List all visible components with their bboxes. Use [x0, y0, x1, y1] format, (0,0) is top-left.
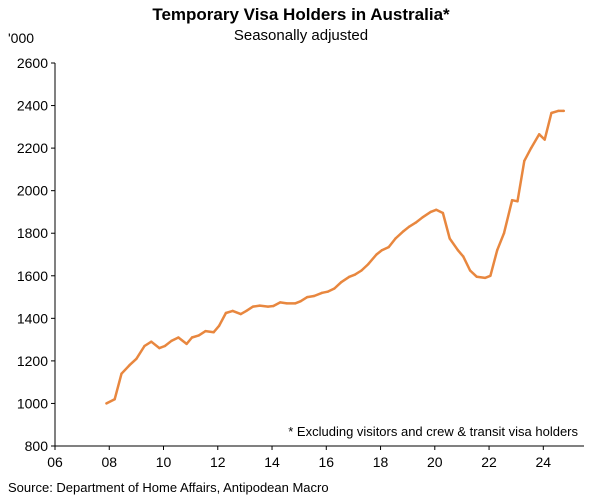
data-point — [272, 304, 275, 308]
data-point — [231, 309, 234, 313]
data-point — [143, 344, 146, 348]
data-point — [212, 331, 215, 334]
data-point — [421, 216, 424, 219]
data-point — [120, 372, 123, 375]
data-point — [170, 339, 173, 342]
x-tick-label: 08 — [101, 454, 117, 470]
y-tick-label: 2200 — [17, 140, 48, 156]
data-point — [321, 291, 324, 294]
data-point — [448, 237, 451, 240]
data-point — [529, 146, 533, 150]
y-tick-label: 1800 — [17, 225, 48, 241]
y-axis-unit: '000 — [8, 30, 35, 46]
data-point — [258, 304, 261, 307]
data-point — [224, 311, 228, 315]
chart-subtitle: Seasonally adjusted — [233, 27, 369, 44]
data-point — [523, 159, 526, 163]
data-point — [557, 109, 560, 113]
data-point — [113, 398, 116, 401]
data-point — [353, 273, 356, 276]
data-point — [348, 275, 351, 278]
data-point — [312, 294, 316, 298]
y-tick-label: 2600 — [17, 55, 48, 71]
y-tick-label: 1000 — [17, 395, 48, 411]
data-point — [360, 269, 363, 272]
data-point — [468, 269, 472, 272]
x-tick-label: 16 — [318, 454, 334, 470]
data-point — [516, 200, 519, 203]
data-point — [502, 232, 506, 235]
data-point — [333, 287, 336, 290]
data-point — [456, 249, 460, 252]
data-point — [414, 221, 417, 224]
data-point — [538, 133, 541, 136]
y-tick-label: 2400 — [17, 98, 48, 114]
x-tick-label: 12 — [210, 454, 226, 470]
data-point — [245, 309, 248, 313]
data-point — [407, 225, 411, 228]
data-point — [217, 324, 221, 327]
x-tick-label: 20 — [427, 454, 443, 470]
y-tick-label: 2000 — [17, 183, 48, 199]
y-tick-label: 1400 — [17, 310, 48, 326]
chart-source: Source: Department of Home Affairs, Anti… — [8, 480, 329, 495]
data-point — [326, 290, 329, 293]
data-point — [163, 344, 167, 348]
y-tick-label: 1200 — [17, 353, 48, 369]
data-point — [177, 336, 180, 339]
data-point — [380, 249, 384, 252]
data-point — [190, 336, 194, 339]
data-point — [562, 109, 565, 113]
data-point — [483, 276, 487, 280]
data-point — [185, 342, 188, 346]
data-point — [251, 305, 255, 308]
x-tick-label: 10 — [156, 454, 172, 470]
data-point — [197, 334, 200, 337]
data-point — [510, 199, 514, 202]
data-point — [293, 302, 297, 305]
y-tick-label: 1600 — [17, 268, 48, 284]
data-point — [394, 237, 397, 240]
data-point — [285, 302, 289, 305]
chart-footnote: * Excluding visitors and crew & transit … — [288, 424, 578, 439]
data-point — [550, 111, 553, 115]
x-tick-label: 18 — [373, 454, 389, 470]
x-tick-label: 14 — [264, 454, 280, 470]
data-point — [266, 305, 270, 308]
data-point — [375, 253, 378, 256]
data-point — [306, 295, 309, 299]
data-point — [441, 211, 445, 215]
y-tick-label: 800 — [25, 438, 49, 454]
data-point — [367, 262, 370, 266]
x-tick-label: 24 — [536, 454, 552, 470]
data-point — [402, 229, 405, 233]
x-tick-label: 22 — [481, 454, 497, 470]
data-point — [489, 274, 492, 277]
data-point — [387, 245, 390, 249]
data-point — [543, 138, 546, 141]
data-point — [135, 357, 138, 360]
data-point — [435, 208, 438, 211]
data-point — [239, 312, 242, 316]
data-point — [475, 275, 478, 278]
data-point — [128, 363, 131, 367]
data-point — [105, 402, 108, 405]
data-point — [150, 340, 153, 343]
data-point — [462, 255, 465, 258]
data-point — [299, 300, 302, 303]
data-point — [204, 329, 207, 333]
x-tick-label: 06 — [47, 454, 63, 470]
data-point — [279, 301, 282, 304]
data-point — [158, 346, 161, 350]
series-line — [105, 109, 565, 405]
data-point — [429, 210, 432, 214]
data-point — [340, 281, 343, 284]
chart-title: Temporary Visa Holders in Australia* — [152, 5, 450, 24]
data-point — [496, 249, 499, 252]
